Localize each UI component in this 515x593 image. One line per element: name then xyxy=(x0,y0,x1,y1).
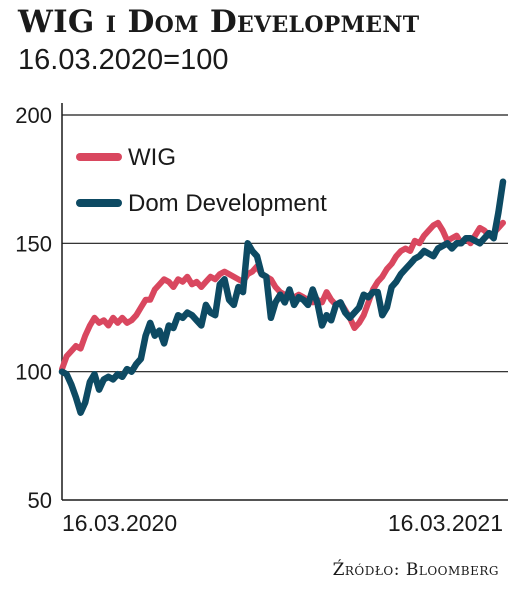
series-lines xyxy=(58,178,507,416)
x-tick-label: 16.03.2021 xyxy=(388,510,503,536)
chart-subtitle: 16.03.2020=100 xyxy=(18,44,229,76)
legend: WIG Dom Development xyxy=(76,144,327,217)
source-note: Źródło: Bloomberg xyxy=(332,560,499,580)
legend-label-wig: WIG xyxy=(128,144,176,171)
series-line-dom-development xyxy=(58,178,507,416)
legend-label-dom-development: Dom Development xyxy=(128,190,327,217)
y-tick-label: 100 xyxy=(15,360,52,385)
y-tick-label: 150 xyxy=(15,231,52,256)
x-tick-label: 16.03.2020 xyxy=(62,510,177,536)
gridlines xyxy=(62,114,508,373)
y-axis-ticks: 50 100 150 200 xyxy=(15,103,52,513)
y-tick-label: 50 xyxy=(28,488,52,513)
chart-title: WIG i Dom Development xyxy=(18,4,420,40)
axes xyxy=(61,103,508,501)
y-tick-label: 200 xyxy=(15,103,52,128)
x-axis-ticks: 16.03.2020 16.03.2021 xyxy=(62,510,503,536)
